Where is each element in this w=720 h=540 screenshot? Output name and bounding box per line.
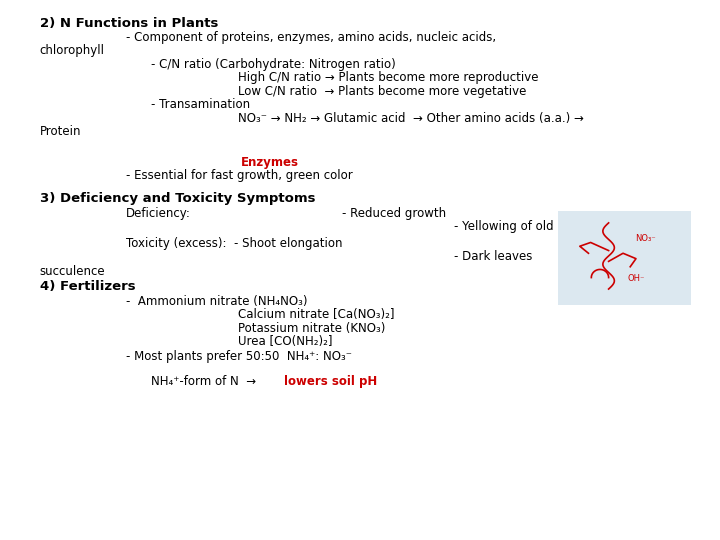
Text: - Transamination: - Transamination bbox=[151, 98, 251, 111]
Text: 3) Deficiency and Toxicity Symptoms: 3) Deficiency and Toxicity Symptoms bbox=[40, 192, 315, 205]
Text: chlorophyll: chlorophyll bbox=[40, 44, 104, 57]
Text: Protein: Protein bbox=[40, 125, 81, 138]
Text: Potassium nitrate (KNO₃): Potassium nitrate (KNO₃) bbox=[238, 322, 385, 335]
Text: - C/N ratio (Carbohydrate: Nitrogen ratio): - C/N ratio (Carbohydrate: Nitrogen rati… bbox=[151, 58, 396, 71]
Text: Low C/N ratio  → Plants become more vegetative: Low C/N ratio → Plants become more veget… bbox=[238, 85, 526, 98]
Text: - Component of proteins, enzymes, amino acids, nucleic acids,: - Component of proteins, enzymes, amino … bbox=[126, 31, 496, 44]
Text: NH₄⁺-form of N  →: NH₄⁺-form of N → bbox=[151, 375, 260, 388]
Text: Urea [CO(NH₂)₂]: Urea [CO(NH₂)₂] bbox=[238, 335, 332, 348]
Text: -  Ammonium nitrate (NH₄NO₃): - Ammonium nitrate (NH₄NO₃) bbox=[126, 295, 307, 308]
Text: Calcium nitrate [Ca(NO₃)₂]: Calcium nitrate [Ca(NO₃)₂] bbox=[238, 308, 394, 321]
Text: NO₃⁻: NO₃⁻ bbox=[635, 234, 656, 244]
Text: 4) Fertilizers: 4) Fertilizers bbox=[40, 280, 135, 293]
Text: Enzymes: Enzymes bbox=[241, 156, 300, 168]
Text: Deficiency:: Deficiency: bbox=[126, 207, 191, 220]
Text: - Essential for fast growth, green color: - Essential for fast growth, green color bbox=[126, 169, 353, 182]
Text: lowers soil pH: lowers soil pH bbox=[284, 375, 378, 388]
Text: - Yellowing of old leaves: - Yellowing of old leaves bbox=[454, 220, 595, 233]
Text: OH⁻: OH⁻ bbox=[627, 274, 644, 283]
Text: Toxicity (excess):  - Shoot elongation: Toxicity (excess): - Shoot elongation bbox=[126, 237, 343, 249]
Text: 2) N Functions in Plants: 2) N Functions in Plants bbox=[40, 17, 218, 30]
Text: succulence: succulence bbox=[40, 265, 105, 278]
Bar bbox=[558, 211, 691, 305]
Text: - Most plants prefer 50:50  NH₄⁺: NO₃⁻: - Most plants prefer 50:50 NH₄⁺: NO₃⁻ bbox=[126, 350, 352, 363]
Text: - Dark lea⁠ves: - Dark lea⁠ves bbox=[454, 250, 532, 263]
Text: NO₃⁻ → NH₂ → Glutamic acid  → Other amino acids (a.a.) →: NO₃⁻ → NH₂ → Glutamic acid → Other amino… bbox=[238, 112, 583, 125]
Text: - Reduced growth: - Reduced growth bbox=[342, 207, 446, 220]
Text: High C/N ratio → Plants become more reproductive: High C/N ratio → Plants become more repr… bbox=[238, 71, 538, 84]
